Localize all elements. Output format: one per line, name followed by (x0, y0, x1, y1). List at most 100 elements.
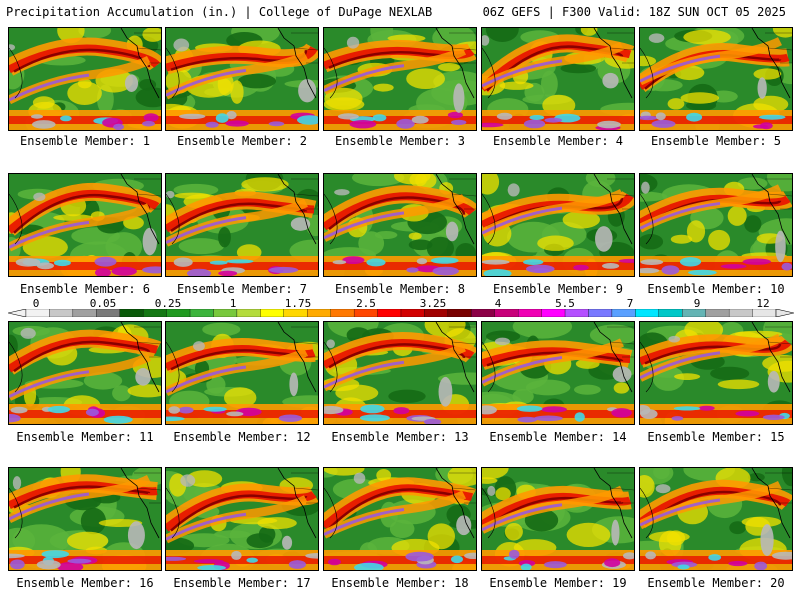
precip-map (640, 28, 792, 130)
colorbar-tick-label: 0.25 (154, 297, 182, 310)
precip-map (482, 174, 634, 276)
colorbar-right-arrow (775, 309, 794, 317)
colorbar-segment (752, 309, 777, 317)
ensemble-member-map (8, 173, 162, 277)
ensemble-member-label: Ensemble Member: 4 (492, 134, 624, 148)
ensemble-member-label: Ensemble Member: 6 (19, 282, 151, 296)
colorbar-segment (494, 309, 519, 317)
colorbar-segment (96, 309, 120, 317)
ensemble-member-map (481, 173, 635, 277)
ensemble-member-label: Ensemble Member: 17 (173, 576, 311, 590)
ensemble-member-label: Ensemble Member: 16 (16, 576, 154, 590)
colorbar-segment (471, 309, 495, 317)
ensemble-member-map (323, 321, 477, 425)
precip-map (9, 174, 161, 276)
colorbar-tick-label: 3.25 (419, 297, 447, 310)
ensemble-member-map (481, 321, 635, 425)
colorbar-segment (49, 309, 74, 317)
ensemble-member-label: Ensemble Member: 5 (650, 134, 782, 148)
ensemble-member-map (165, 27, 319, 131)
ensemble-member-map (8, 27, 162, 131)
colorbar-segment (25, 309, 50, 317)
colorbar-segment (213, 309, 238, 317)
precip-map (166, 322, 318, 424)
precip-map (640, 322, 792, 424)
ensemble-member-map (165, 173, 319, 277)
ensemble-member-map (639, 321, 793, 425)
ensemble-member-label: Ensemble Member: 10 (647, 282, 785, 296)
colorbar-left-arrow (8, 309, 27, 317)
ensemble-member-map (481, 467, 635, 571)
colorbar-segment (588, 309, 613, 317)
ensemble-member-label: Ensemble Member: 7 (176, 282, 308, 296)
colorbar-tick-label: 2.5 (356, 297, 376, 310)
title-right: 06Z GEFS | F300 Valid: 18Z SUN OCT 05 20… (482, 5, 786, 19)
colorbar-tick-label: 12 (756, 297, 770, 310)
precip-map (640, 174, 792, 276)
colorbar-segment (236, 309, 261, 317)
ensemble-member-label: Ensemble Member: 3 (334, 134, 466, 148)
precip-map (9, 28, 161, 130)
colorbar-segment (377, 309, 402, 317)
precip-map (482, 322, 634, 424)
colorbar-segment (307, 309, 331, 317)
ensemble-member-label: Ensemble Member: 18 (331, 576, 469, 590)
ensemble-member-map (323, 467, 477, 571)
ensemble-member-map (8, 321, 162, 425)
precip-map (166, 468, 318, 570)
colorbar-segment (447, 309, 472, 317)
ensemble-member-label: Ensemble Member: 11 (16, 430, 154, 444)
ensemble-member-map (165, 321, 319, 425)
colorbar-segment (728, 309, 753, 317)
colorbar-segment (541, 309, 566, 317)
colorbar-tick-label: 4 (494, 297, 502, 310)
colorbar-segment (330, 309, 355, 317)
ensemble-member-label: Ensemble Member: 2 (176, 134, 308, 148)
precip-map (166, 28, 318, 130)
colorbar-segment (518, 309, 542, 317)
colorbar-tick-label: 5.5 (555, 297, 575, 310)
colorbar (8, 309, 794, 317)
colorbar-segment (189, 309, 214, 317)
precip-map (324, 28, 476, 130)
precip-map (324, 322, 476, 424)
precip-map (482, 28, 634, 130)
colorbar-segment (705, 309, 730, 317)
ensemble-member-label: Ensemble Member: 20 (647, 576, 785, 590)
ensemble-member-map (639, 467, 793, 571)
colorbar-segment (564, 309, 589, 317)
colorbar-tick-label: 0 (32, 297, 40, 310)
ensemble-member-map (323, 27, 477, 131)
ensemble-member-map (639, 27, 793, 131)
colorbar-segment (166, 309, 191, 317)
ensemble-member-map (8, 467, 162, 571)
colorbar-tick-label: 0.05 (89, 297, 117, 310)
precip-map (166, 174, 318, 276)
colorbar-segment (400, 309, 425, 317)
ensemble-member-map (481, 27, 635, 131)
precip-map (482, 468, 634, 570)
colorbar-segment (353, 309, 378, 317)
ensemble-member-map (165, 467, 319, 571)
ensemble-member-map (639, 173, 793, 277)
ensemble-member-label: Ensemble Member: 19 (489, 576, 627, 590)
ensemble-member-label: Ensemble Member: 8 (334, 282, 466, 296)
precip-map (9, 468, 161, 570)
ensemble-member-label: Ensemble Member: 14 (489, 430, 627, 444)
colorbar-segment (424, 309, 449, 317)
ensemble-member-label: Ensemble Member: 15 (647, 430, 785, 444)
colorbar-segment (143, 309, 167, 317)
colorbar-segment (119, 309, 144, 317)
colorbar-tick-label: 1.75 (284, 297, 312, 310)
colorbar-tick-label: 7 (626, 297, 634, 310)
colorbar-tick-label: 9 (693, 297, 701, 310)
colorbar-segment (283, 309, 308, 317)
ensemble-member-label: Ensemble Member: 1 (19, 134, 151, 148)
ensemble-member-label: Ensemble Member: 13 (331, 430, 469, 444)
ensemble-member-map (323, 173, 477, 277)
colorbar-segment (260, 309, 284, 317)
colorbar-segment (611, 309, 636, 317)
colorbar-tick-label: 1 (229, 297, 237, 310)
colorbar-segment (72, 309, 97, 317)
precip-map (640, 468, 792, 570)
